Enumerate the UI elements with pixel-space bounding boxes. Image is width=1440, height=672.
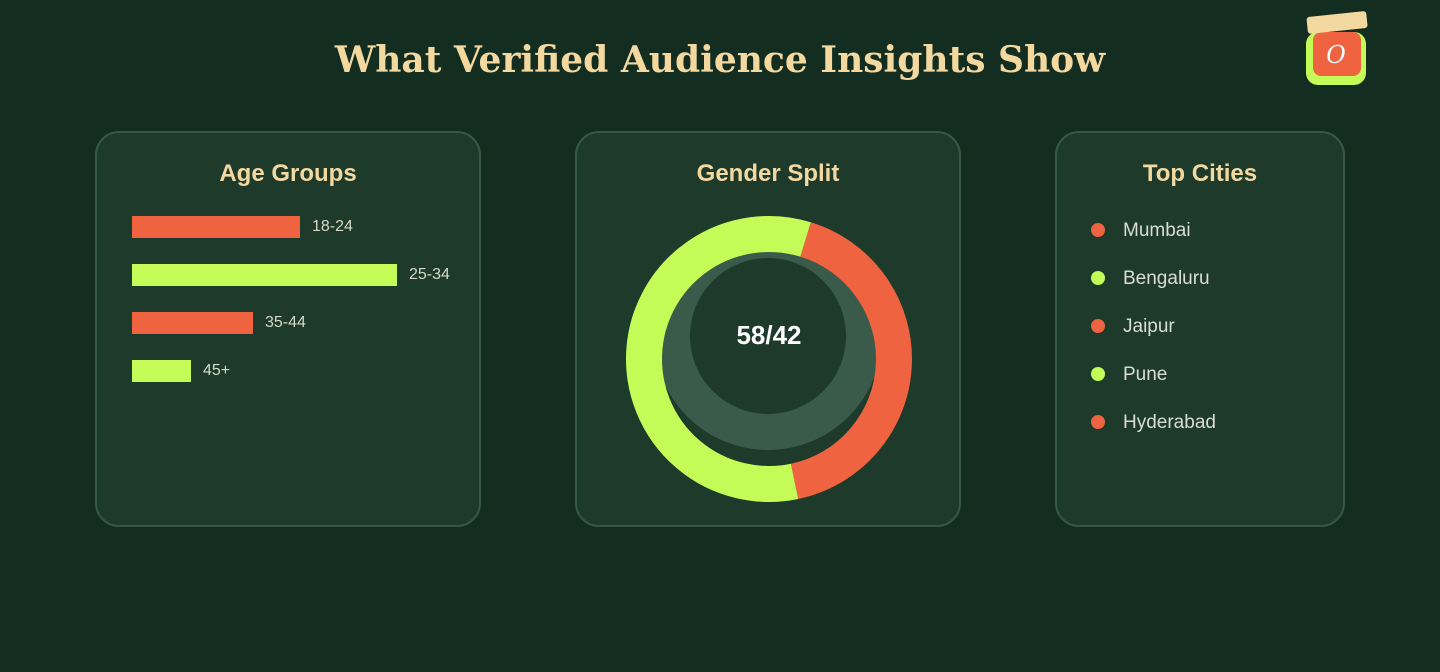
city-dot: [1091, 367, 1105, 381]
age-bar-label: 25-34: [409, 266, 450, 283]
top-cities-card: Top Cities Mumbai Bengaluru Jaipur Pune …: [1055, 131, 1345, 527]
gender-split-card: Gender Split 58/42: [575, 131, 961, 527]
gender-segment: [790, 222, 912, 499]
age-groups-title: Age Groups: [219, 160, 357, 187]
age-groups-card: Age Groups 18-24 25-34 35-44 45+: [95, 131, 481, 527]
logo-letter: O: [1326, 41, 1346, 69]
age-bar: [132, 360, 191, 382]
age-bar: [132, 216, 300, 238]
gender-segment: [626, 216, 811, 502]
city-name: Jaipur: [1123, 316, 1175, 337]
gender-donut-chart: 58/42: [626, 216, 912, 502]
page-title: What Verified Audience Insights Show: [334, 39, 1106, 81]
age-bar-label: 45+: [203, 362, 231, 379]
brand-logo: O: [1302, 8, 1372, 88]
age-bar-label: 35-44: [265, 314, 306, 331]
city-name: Hyderabad: [1123, 412, 1216, 433]
city-dot: [1091, 319, 1105, 333]
age-bar-label: 18-24: [312, 218, 353, 235]
age-bar: [132, 312, 253, 334]
city-name: Mumbai: [1123, 220, 1191, 241]
city-name: Pune: [1123, 364, 1168, 385]
city-dot: [1091, 415, 1105, 429]
age-bar: [132, 264, 397, 286]
gender-split-title: Gender Split: [696, 160, 840, 187]
city-name: Bengaluru: [1123, 268, 1210, 289]
city-dot: [1091, 223, 1105, 237]
gender-center-label: 58/42: [736, 320, 801, 350]
top-cities-title: Top Cities: [1142, 160, 1258, 187]
city-dot: [1091, 271, 1105, 285]
